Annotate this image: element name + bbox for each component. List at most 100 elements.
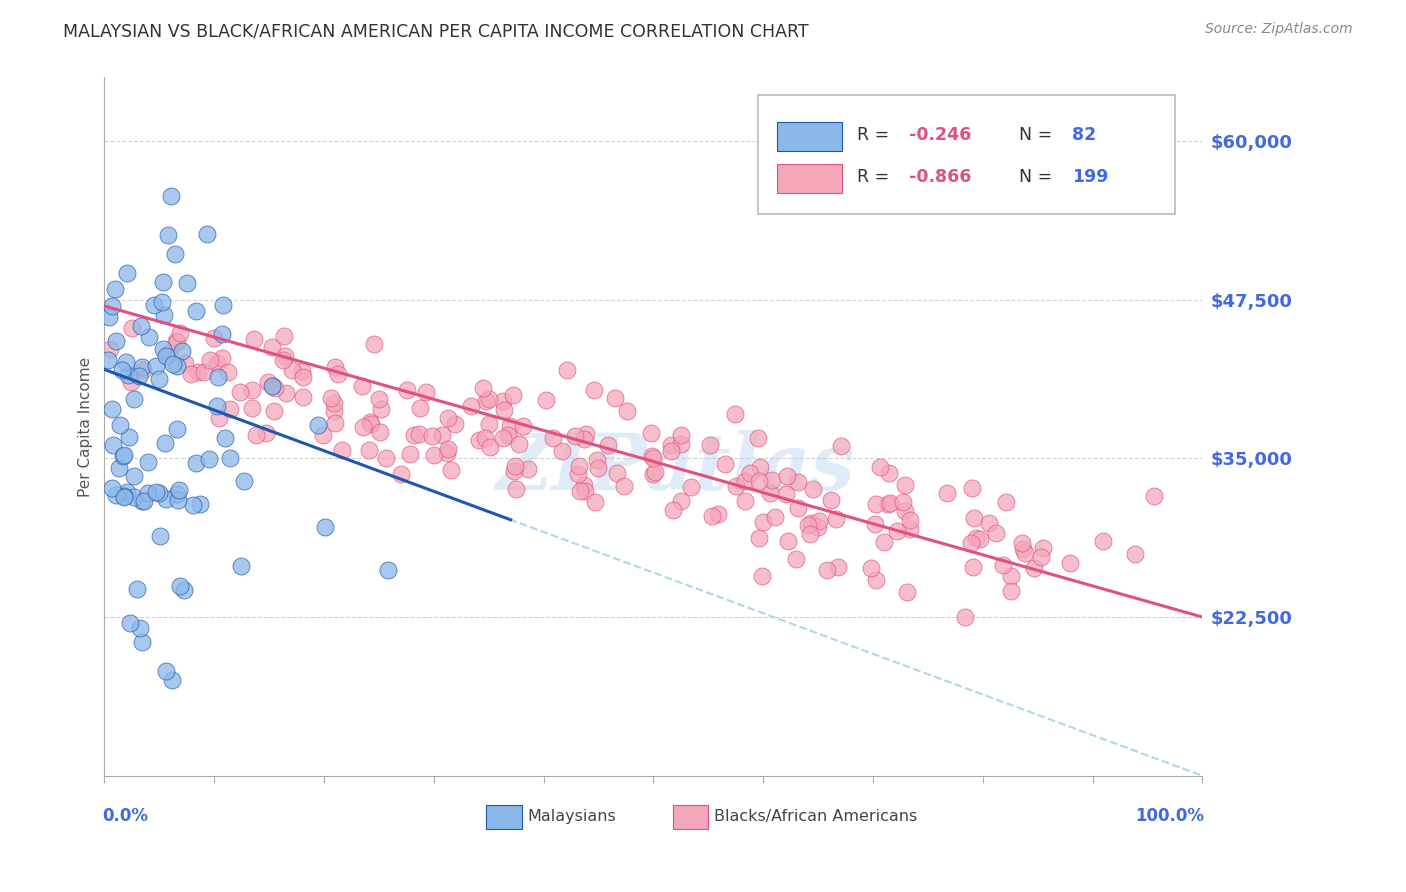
Point [152,276,174,290]
Point [291,364,314,378]
Point [176,276,198,290]
Point [778,533,800,548]
Point [444,417,467,431]
Point [233,474,256,488]
Point [776,468,799,483]
Text: Malaysians: Malaysians [527,809,616,824]
Point [1011,535,1033,549]
Point [128,622,150,636]
Point [157,346,180,360]
Text: 199: 199 [1071,169,1108,186]
Point [751,515,773,529]
Point [869,460,891,475]
Point [131,493,153,508]
Point [136,486,159,500]
Point [160,673,183,687]
Point [125,582,148,596]
Text: ZIPatlas: ZIPatlas [496,430,855,507]
Point [211,351,233,366]
Point [893,477,915,491]
Point [112,489,135,503]
Y-axis label: Per Capita Income: Per Capita Income [79,357,93,497]
Point [724,408,747,422]
Point [330,442,353,457]
Point [374,450,396,465]
Point [641,449,664,463]
Point [150,295,173,310]
Point [827,559,849,574]
Point [145,359,167,373]
Point [352,420,374,434]
Point [725,479,748,493]
Point [583,383,606,397]
Point [97,310,120,324]
Point [184,304,207,318]
Point [149,528,172,542]
Point [152,308,174,322]
Point [598,437,620,451]
Point [174,356,197,370]
Point [936,486,959,500]
Point [492,403,515,417]
Point [359,415,381,429]
Point [274,385,297,400]
Text: MALAYSIAN VS BLACK/AFRICAN AMERICAN PER CAPITA INCOME CORRELATION CHART: MALAYSIAN VS BLACK/AFRICAN AMERICAN PER … [63,22,808,40]
Point [825,512,848,526]
Point [734,493,756,508]
Point [977,516,1000,531]
Point [740,466,762,480]
Text: -0.246: -0.246 [910,127,972,145]
Point [876,497,898,511]
Point [503,459,526,474]
Point [124,392,146,406]
Point [502,388,524,402]
Point [415,385,437,400]
Point [574,427,596,442]
Point [207,410,229,425]
Point [669,428,692,442]
Point [211,327,233,342]
Point [969,532,991,546]
Point [699,438,721,452]
Point [468,433,491,447]
Point [807,520,830,534]
Point [993,558,1015,572]
Text: N =: N = [1019,169,1057,186]
Point [873,535,896,549]
Point [198,352,221,367]
Point [118,430,141,444]
Point [512,419,534,434]
Point [669,493,692,508]
Point [679,480,702,494]
Point [865,517,887,532]
Point [962,559,984,574]
Point [207,399,229,413]
Point [101,299,124,313]
Point [1014,546,1036,560]
Point [886,524,908,539]
Point [801,482,824,496]
Point [322,396,344,410]
Point [160,189,183,203]
Point [1123,547,1146,561]
Point [389,467,412,482]
Point [264,381,287,395]
Point [759,485,782,500]
Point [121,321,143,335]
Point [408,426,430,441]
Text: R =: R = [856,127,894,145]
Point [669,436,692,450]
Point [260,379,283,393]
Point [775,487,797,501]
Point [169,326,191,340]
Point [229,384,252,399]
FancyBboxPatch shape [486,805,522,829]
Point [965,532,987,546]
Point [202,331,225,345]
Point [218,450,240,465]
Point [1000,569,1022,583]
Point [534,392,557,407]
Point [583,495,606,509]
Point [117,484,139,499]
Point [131,363,153,377]
